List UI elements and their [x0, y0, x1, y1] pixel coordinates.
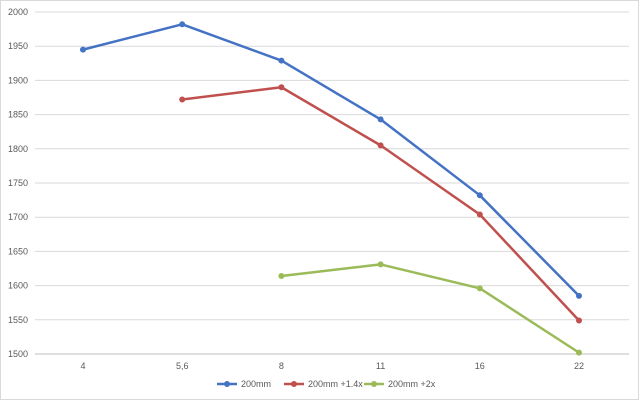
data-point: [278, 273, 285, 280]
data-point: [576, 349, 582, 356]
legend-marker: [291, 381, 297, 387]
data-point: [179, 96, 186, 103]
x-tick-label: 4: [80, 361, 85, 371]
legend-label: 200mm +1.4x: [308, 379, 363, 389]
y-tick-label: 2000: [8, 7, 28, 17]
series-0: [80, 21, 582, 299]
data-point: [576, 292, 582, 299]
legend-marker: [371, 381, 377, 387]
series-lines: [80, 21, 582, 356]
data-point: [576, 317, 582, 324]
data-point: [476, 285, 483, 292]
x-tick-label: 22: [574, 361, 584, 371]
y-tick-label: 1900: [8, 75, 28, 85]
x-tick-label: 11: [376, 361, 385, 371]
series-2: [278, 261, 582, 356]
legend-item: 200mm: [217, 379, 271, 389]
series-1: [179, 84, 582, 324]
x-tick-label: 8: [279, 361, 284, 371]
y-tick-label: 1700: [8, 212, 28, 222]
y-tick-label: 1800: [8, 144, 28, 154]
legend-marker: [224, 381, 230, 387]
series-line: [281, 263, 580, 354]
legend-item: 200mm +1.4x: [284, 379, 363, 389]
legend-label: 200mm: [241, 379, 271, 389]
data-point: [80, 46, 86, 53]
legend-label: 200mm +2x: [388, 379, 436, 389]
data-point: [278, 84, 285, 91]
data-point: [377, 116, 384, 123]
data-point: [476, 192, 483, 199]
axes: 1500 1550 1600 1650 1700 1750 1800 1850 1900 1950…: [8, 7, 629, 371]
y-tick-label: 1600: [8, 281, 28, 291]
x-tick-label: 5,6: [176, 361, 189, 371]
y-tick-label: 1500: [8, 349, 28, 359]
data-point: [377, 261, 384, 268]
y-tick-label: 1650: [8, 246, 28, 256]
y-tick-label: 1950: [8, 41, 28, 51]
x-tick-label: 16: [475, 361, 485, 371]
gridlines: [35, 11, 629, 355]
data-point: [476, 211, 483, 218]
y-tick-label: 1750: [8, 178, 28, 188]
data-point: [278, 57, 285, 64]
y-tick-label: 1550: [8, 315, 28, 325]
data-point: [179, 21, 186, 28]
legend: 200mm 200mm +1.4x 200mm +2x: [217, 379, 436, 389]
y-tick-label: 1850: [8, 110, 28, 120]
data-point: [377, 142, 384, 149]
legend-item: 200mm +2x: [364, 379, 436, 389]
series-line: [82, 23, 580, 297]
